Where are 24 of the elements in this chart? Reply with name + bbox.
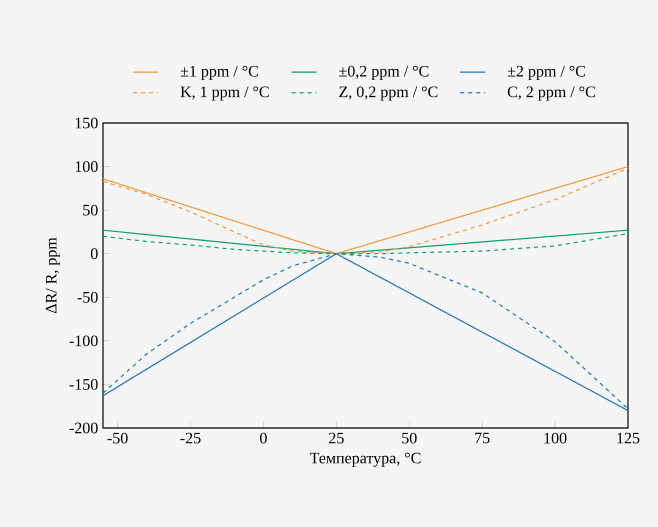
x-tick-label: -50 <box>108 432 128 444</box>
y-tick-label: -200 <box>70 422 98 434</box>
legend-label: ±0,2 ppm / °C <box>339 66 428 80</box>
y-tick-label: -150 <box>70 379 98 390</box>
y-tick-label: -50 <box>78 292 98 303</box>
x-tick-label: 75 <box>475 432 490 444</box>
legend-label: ±1 ppm / °C <box>180 66 258 80</box>
x-tick-label: -25 <box>180 432 201 444</box>
x-tick-label: 0 <box>260 432 267 444</box>
y-tick-label: 50 <box>83 204 98 216</box>
legend-label: K, 1 ppm / °C <box>180 86 269 101</box>
legend-label: Z, 0,2 ppm / °C <box>339 86 438 101</box>
x-tick-label: 25 <box>329 432 344 444</box>
y-tick-label: 100 <box>76 161 98 172</box>
x-tick-label: 50 <box>402 432 417 444</box>
x-axis-title: Температура, °C <box>310 452 420 467</box>
legend-label: C, 2 ppm / °C <box>508 86 595 101</box>
y-tick-label: 0 <box>90 248 98 260</box>
y-tick-label: 150 <box>76 118 98 128</box>
x-tick-label: 125 <box>617 432 640 444</box>
y-tick-label: -100 <box>70 335 98 346</box>
x-tick-label: 100 <box>544 432 566 444</box>
legend-label: ±2 ppm / °C <box>508 66 586 80</box>
y-axis-title: ΔR/ R, ppm <box>46 237 60 314</box>
